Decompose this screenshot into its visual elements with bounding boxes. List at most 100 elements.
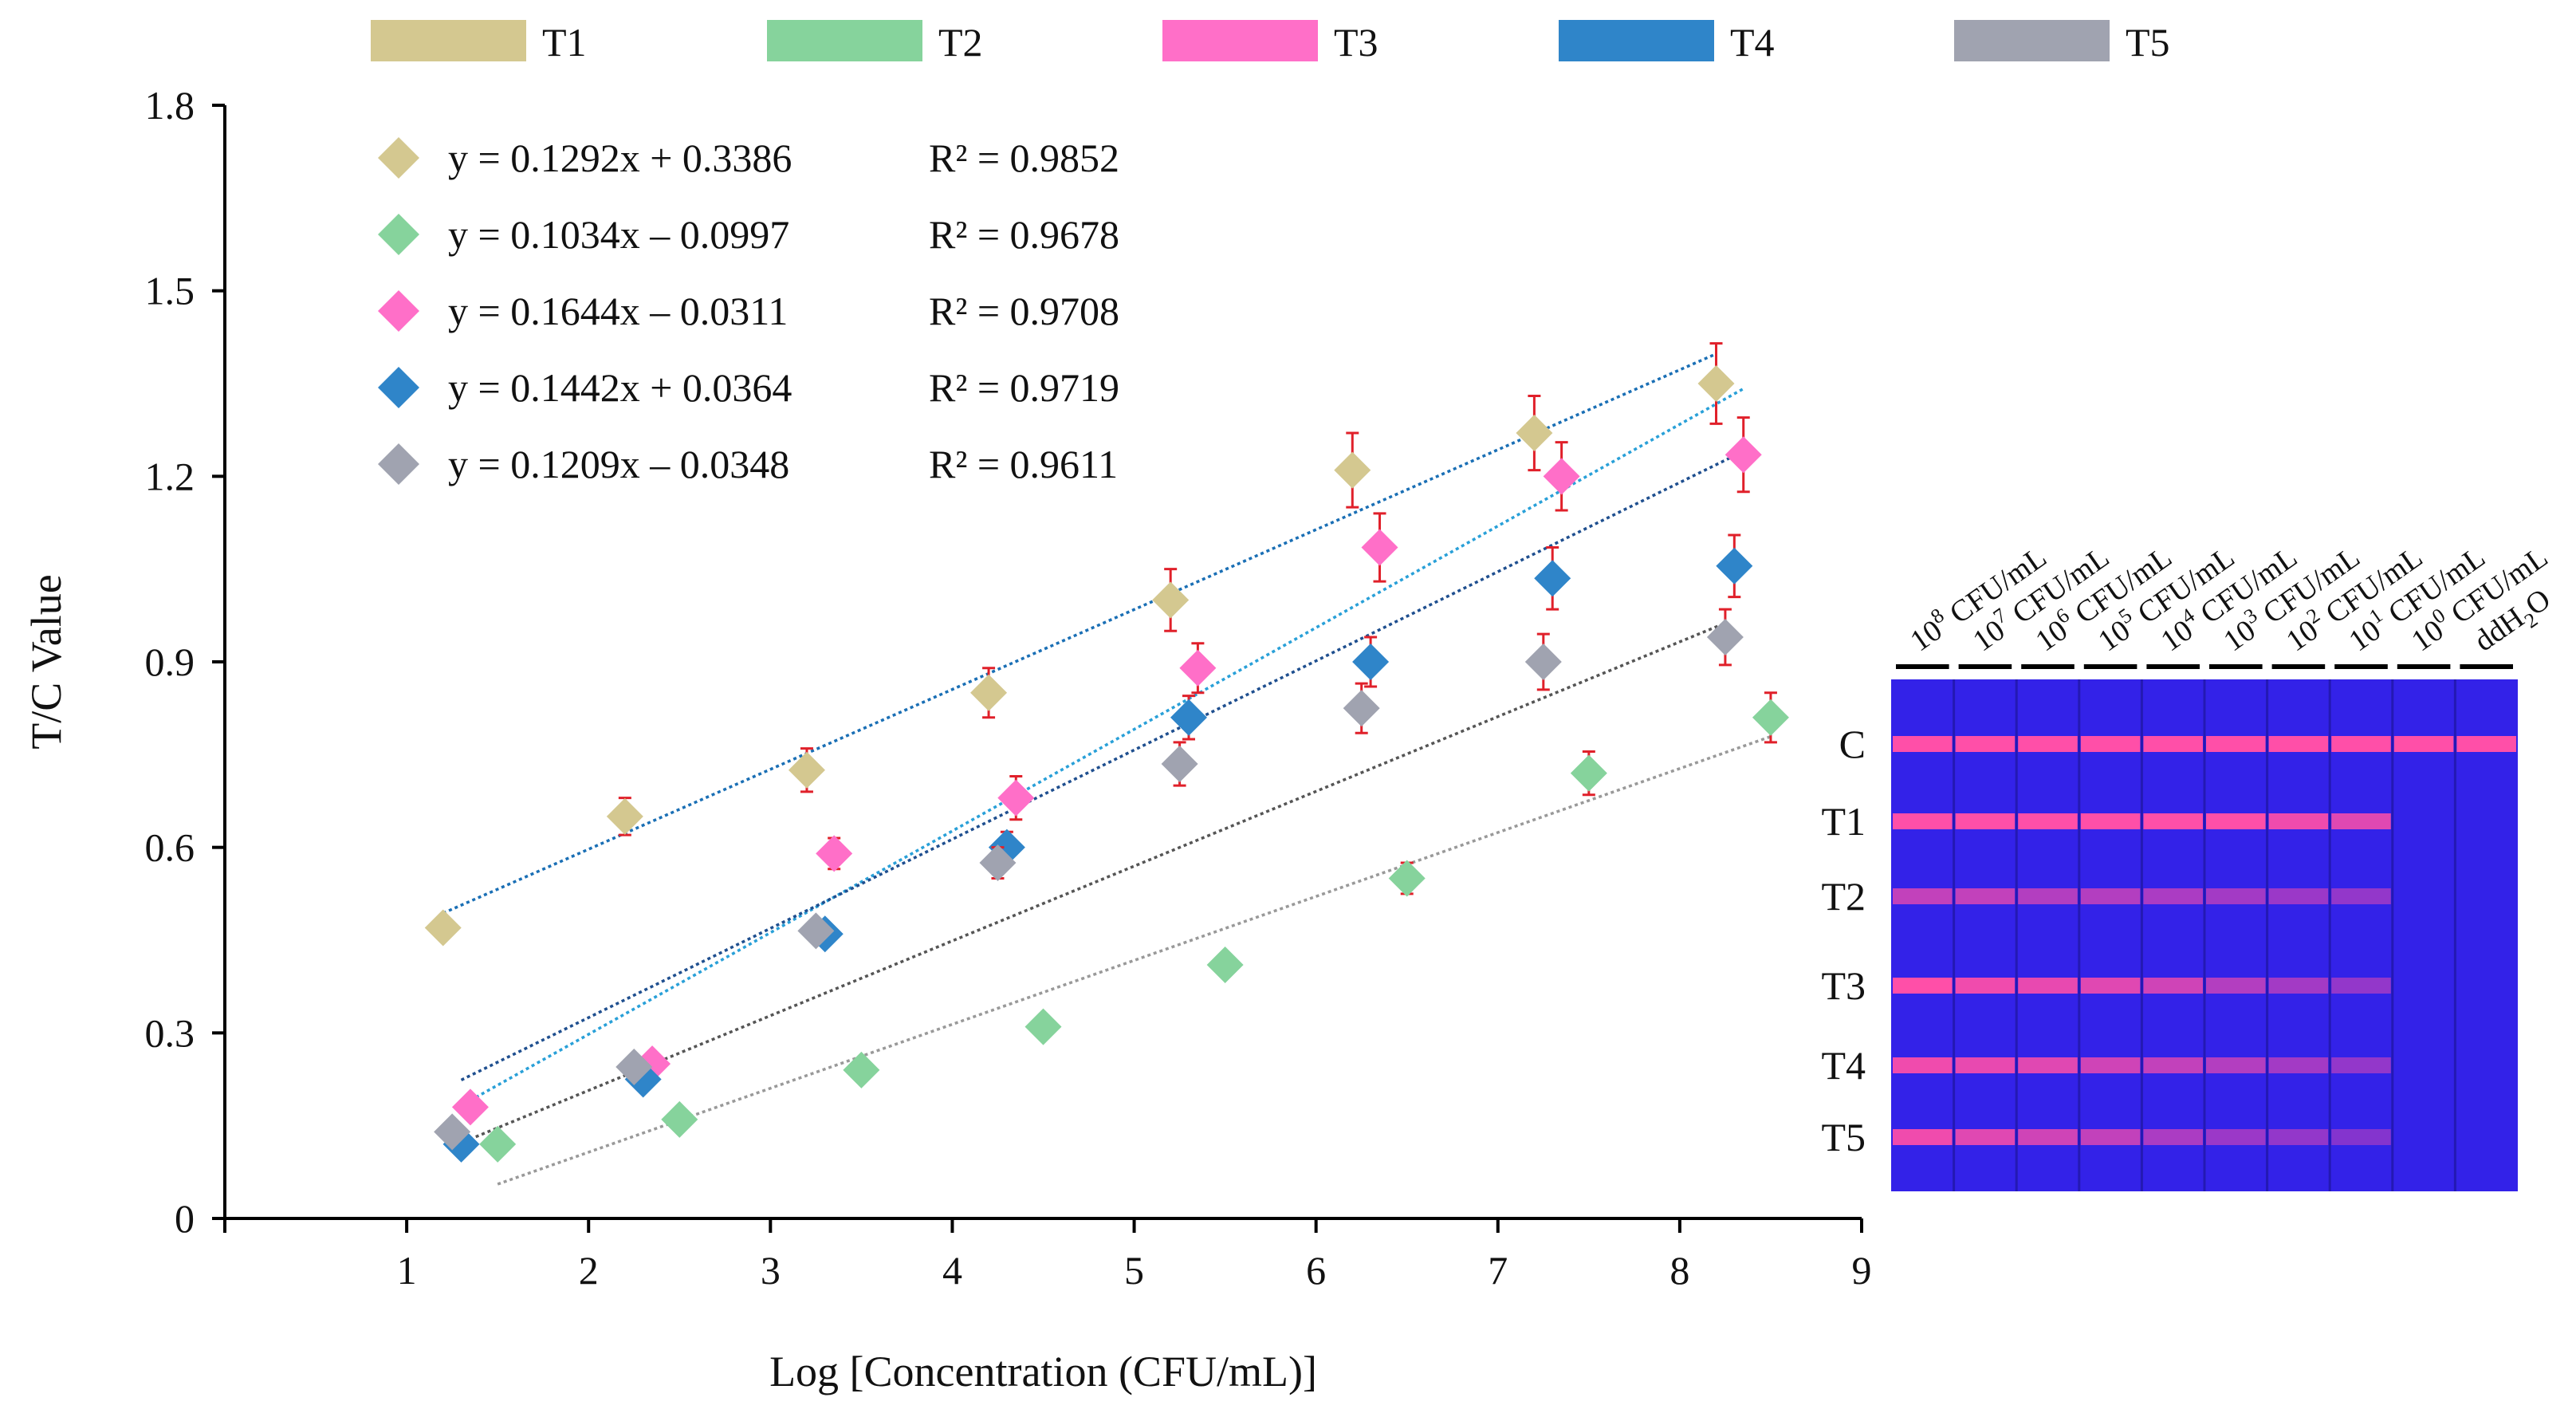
strip-band bbox=[1955, 978, 2016, 994]
trendlines bbox=[442, 352, 1772, 1186]
point-t2 bbox=[1388, 860, 1426, 897]
strip-band bbox=[2393, 736, 2454, 752]
strip-band bbox=[2018, 813, 2078, 829]
strip-band bbox=[2143, 1057, 2203, 1073]
equation-block: y = 0.1292x + 0.3386 R² = 0.9852 y = 0.103… bbox=[378, 136, 1119, 486]
legend-swatch-t5 bbox=[1954, 20, 2110, 61]
strip-band bbox=[2080, 1057, 2141, 1073]
strip-band bbox=[1893, 1129, 1953, 1145]
legend: T1 T2 T3 T4 T5 bbox=[371, 20, 2170, 65]
legend-swatch-t2 bbox=[767, 20, 922, 61]
strip-band bbox=[2018, 978, 2078, 994]
x-tick-label: 2 bbox=[579, 1248, 599, 1293]
strip-band bbox=[2143, 888, 2203, 904]
point-t1 bbox=[1697, 365, 1735, 402]
strip-band bbox=[2018, 1057, 2078, 1073]
legend-swatch-t4 bbox=[1559, 20, 1714, 61]
point-t1 bbox=[1516, 415, 1553, 452]
point-t3 bbox=[1543, 458, 1580, 495]
strip-row-label-t4: T4 bbox=[1821, 1043, 1866, 1088]
x-axis-title: Log [Concentration (CFU/mL)] bbox=[769, 1348, 1317, 1395]
strip-band bbox=[2331, 736, 2391, 752]
point-t4 bbox=[1170, 699, 1207, 736]
y-axis-title: T/C Value bbox=[22, 574, 70, 749]
point-t4 bbox=[1352, 644, 1390, 680]
strip-band bbox=[2080, 978, 2141, 994]
strip-band bbox=[2206, 1057, 2266, 1073]
strip-band bbox=[2143, 813, 2203, 829]
point-t3 bbox=[816, 835, 853, 872]
strip-band bbox=[2080, 888, 2141, 904]
strip-row-label-c: C bbox=[1839, 722, 1866, 766]
equation-text-t4: y = 0.1442x + 0.0364 bbox=[448, 365, 792, 410]
strip-row-label-t1: T1 bbox=[1821, 799, 1866, 844]
legend-swatch-t3 bbox=[1162, 20, 1318, 61]
x-tick-label: 4 bbox=[942, 1248, 962, 1293]
equation-marker-t1 bbox=[378, 137, 419, 179]
strip-row-label-t5: T5 bbox=[1821, 1115, 1866, 1159]
equation-text-t5: y = 0.1209x – 0.0348 bbox=[448, 442, 789, 486]
point-t5 bbox=[434, 1113, 471, 1151]
legend-label-t4: T4 bbox=[1730, 20, 1775, 65]
strip-band bbox=[1893, 888, 1953, 904]
trendline-t2 bbox=[497, 735, 1772, 1186]
point-t2 bbox=[843, 1051, 880, 1088]
trendline-t3 bbox=[470, 387, 1744, 1102]
r2-text-t3: R² = 0.9708 bbox=[929, 289, 1119, 333]
point-t3 bbox=[997, 779, 1035, 817]
trendline-t4 bbox=[460, 454, 1736, 1081]
y-tick-label: 0.9 bbox=[145, 640, 195, 684]
point-t1 bbox=[606, 797, 643, 835]
point-t5 bbox=[797, 912, 835, 950]
y-tick-label: 1.2 bbox=[145, 454, 195, 498]
r2-text-t4: R² = 0.9719 bbox=[929, 365, 1119, 410]
strip-band bbox=[1893, 978, 1953, 994]
strip-band bbox=[2331, 1057, 2391, 1073]
strip-band bbox=[1893, 813, 1953, 829]
strip-band bbox=[2268, 736, 2329, 752]
strip-row-label-t3: T3 bbox=[1821, 963, 1866, 1008]
data-points bbox=[424, 342, 1789, 1163]
equation-text-t2: y = 0.1034x – 0.0997 bbox=[448, 212, 789, 257]
strip-band bbox=[1893, 736, 1953, 752]
strip-band bbox=[2268, 1057, 2329, 1073]
legend-label-t3: T3 bbox=[1334, 20, 1378, 65]
legend-label-t5: T5 bbox=[2126, 20, 2170, 65]
r2-text-t5: R² = 0.9611 bbox=[929, 442, 1118, 486]
strip-band bbox=[2268, 978, 2329, 994]
point-t1 bbox=[1334, 451, 1371, 489]
strip-band bbox=[2331, 813, 2391, 829]
point-t5 bbox=[1343, 690, 1380, 727]
point-t2 bbox=[1570, 754, 1607, 792]
strip-band bbox=[2206, 736, 2266, 752]
point-t5 bbox=[979, 844, 1017, 882]
x-tick-label: 3 bbox=[761, 1248, 781, 1293]
strip-band bbox=[2206, 1129, 2266, 1145]
x-tick-label: 7 bbox=[1488, 1248, 1508, 1293]
y-tick-label: 1.8 bbox=[145, 83, 195, 128]
point-t5 bbox=[1524, 644, 1562, 680]
point-t5 bbox=[1706, 618, 1744, 655]
equation-marker-t4 bbox=[378, 367, 419, 408]
point-t1 bbox=[970, 674, 1008, 711]
strip-band bbox=[2268, 1129, 2329, 1145]
strip-band bbox=[2018, 888, 2078, 904]
x-tick-label: 5 bbox=[1124, 1248, 1144, 1293]
equation-marker-t5 bbox=[378, 443, 419, 485]
point-t2 bbox=[1206, 947, 1244, 984]
point-t3 bbox=[451, 1088, 489, 1126]
equation-text-t3: y = 0.1644x – 0.0311 bbox=[448, 289, 788, 333]
point-t2 bbox=[661, 1100, 698, 1138]
strip-band bbox=[2268, 813, 2329, 829]
strip-band bbox=[1955, 1057, 2016, 1073]
strip-band bbox=[2206, 888, 2266, 904]
point-t4 bbox=[1534, 560, 1571, 597]
strip-band bbox=[2143, 736, 2203, 752]
strip-band bbox=[2456, 736, 2516, 752]
y-tick-label: 0 bbox=[175, 1196, 195, 1241]
point-t1 bbox=[788, 751, 825, 789]
point-t3 bbox=[1361, 529, 1398, 566]
strip-band bbox=[1955, 813, 2016, 829]
y-tick-label: 0.6 bbox=[145, 825, 195, 870]
